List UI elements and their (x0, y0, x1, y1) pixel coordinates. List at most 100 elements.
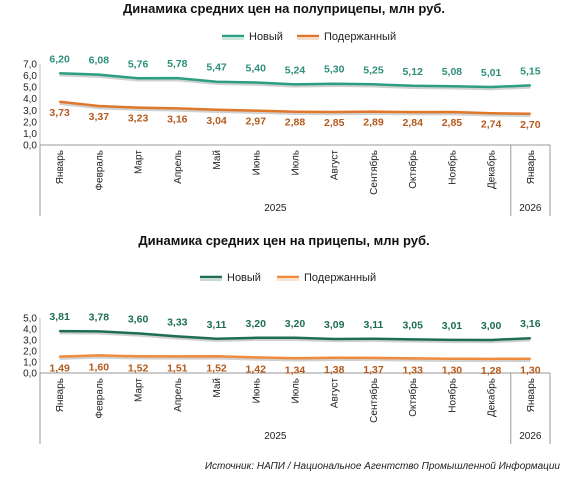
data-label: 5,08 (442, 66, 463, 78)
x-tick-label: Январь (55, 378, 66, 412)
x-tick-label: Август (330, 378, 341, 409)
data-label: 6,20 (49, 53, 70, 65)
data-label: 5,76 (128, 58, 149, 70)
data-label: 1,34 (285, 364, 306, 376)
data-point (58, 355, 61, 358)
x-tick-label: Январь (526, 378, 537, 412)
data-point (411, 111, 414, 113)
data-label: 2,89 (363, 117, 384, 129)
y-tick-label: 2,0 (23, 117, 37, 128)
data-label: 5,30 (324, 64, 345, 76)
data-label: 2,85 (442, 117, 463, 129)
data-point (451, 357, 453, 360)
data-label: 5,12 (402, 66, 423, 78)
data-point (254, 81, 257, 84)
x-tick-label: Июль (291, 378, 302, 404)
data-label: 1,38 (324, 364, 345, 376)
y-tick-label: 1,0 (23, 358, 37, 369)
data-label: 3,05 (402, 319, 423, 331)
x-tick-label: Январь (55, 150, 66, 184)
y-tick-label: 4,0 (23, 325, 37, 336)
data-label: 3,04 (206, 115, 227, 127)
data-point (254, 109, 257, 112)
data-point (176, 335, 179, 338)
x-tick-label: Апрель (173, 150, 184, 184)
data-point (372, 110, 375, 113)
data-point (215, 80, 218, 83)
legend-label: Подержанный (324, 31, 396, 43)
data-point (137, 77, 139, 80)
year-label: 2025 (264, 431, 287, 442)
data-point (529, 112, 532, 115)
y-tick-label: 2,0 (23, 347, 37, 358)
data-point (333, 357, 336, 359)
data-label: 2,74 (481, 118, 502, 130)
y-tick-label: 4,0 (23, 94, 37, 105)
x-tick-label: Июль (291, 150, 302, 176)
y-tick-label: 6,0 (23, 71, 37, 82)
data-label: 1,37 (363, 364, 384, 376)
data-point (98, 105, 100, 107)
x-tick-label: Декабрь (486, 150, 498, 189)
data-point (254, 356, 257, 359)
data-point (294, 110, 296, 113)
year-label: 2026 (519, 431, 542, 442)
data-point (294, 83, 296, 86)
data-label: 5,24 (285, 64, 306, 76)
data-label: 3,00 (481, 320, 502, 332)
y-tick-label: 0,0 (23, 369, 37, 380)
data-point (333, 111, 336, 113)
chart-title: Динамика средних цен на прицепы, млн руб… (138, 233, 429, 248)
data-label: 6,08 (89, 55, 110, 67)
data-label: 2,85 (324, 117, 345, 129)
data-point (372, 83, 375, 86)
x-tick-label: Июнь (251, 150, 262, 175)
data-point (529, 337, 532, 340)
chart-title: Динамика средних цен на полуприцепы, млн… (123, 1, 445, 16)
series-line-shadow (59, 74, 531, 91)
data-label: 5,01 (481, 67, 502, 79)
data-point (490, 112, 492, 115)
data-label: 3,23 (128, 113, 149, 125)
y-tick-label: 0,0 (23, 141, 37, 152)
data-point (451, 85, 453, 88)
data-label: 3,16 (167, 113, 188, 125)
data-point (176, 107, 179, 110)
y-tick-label: 5,0 (23, 314, 37, 325)
data-label: 1,60 (89, 361, 110, 373)
data-label: 2,70 (520, 119, 541, 131)
data-point (294, 337, 296, 339)
data-point (333, 338, 336, 340)
data-label: 1,52 (206, 362, 227, 374)
data-point (451, 339, 453, 341)
x-tick-label: Сентябрь (368, 150, 380, 195)
data-point (58, 330, 61, 332)
y-tick-label: 5,0 (23, 83, 37, 94)
x-tick-label: Март (134, 378, 145, 402)
y-tick-label: 3,0 (23, 336, 37, 347)
data-label: 1,42 (246, 363, 267, 375)
data-point (176, 355, 179, 358)
data-point (490, 86, 492, 88)
data-point (294, 357, 296, 360)
x-tick-label: Март (134, 150, 145, 174)
x-tick-label: Май (212, 150, 223, 170)
data-point (529, 84, 532, 87)
data-label: 5,78 (167, 58, 188, 70)
x-tick-label: Апрель (173, 378, 184, 412)
data-point (411, 338, 414, 341)
x-tick-label: Февраль (94, 150, 105, 191)
data-label: 1,51 (167, 362, 188, 374)
data-point (490, 339, 492, 341)
data-point (176, 77, 179, 79)
x-tick-label: Ноябрь (446, 378, 458, 413)
x-tick-label: Декабрь (486, 378, 498, 417)
data-point (372, 357, 375, 359)
x-tick-label: Ноябрь (446, 150, 458, 185)
data-point (137, 106, 139, 109)
data-point (98, 354, 100, 357)
x-tick-label: Август (330, 150, 341, 181)
data-label: 5,40 (246, 63, 267, 75)
data-point (98, 73, 100, 76)
